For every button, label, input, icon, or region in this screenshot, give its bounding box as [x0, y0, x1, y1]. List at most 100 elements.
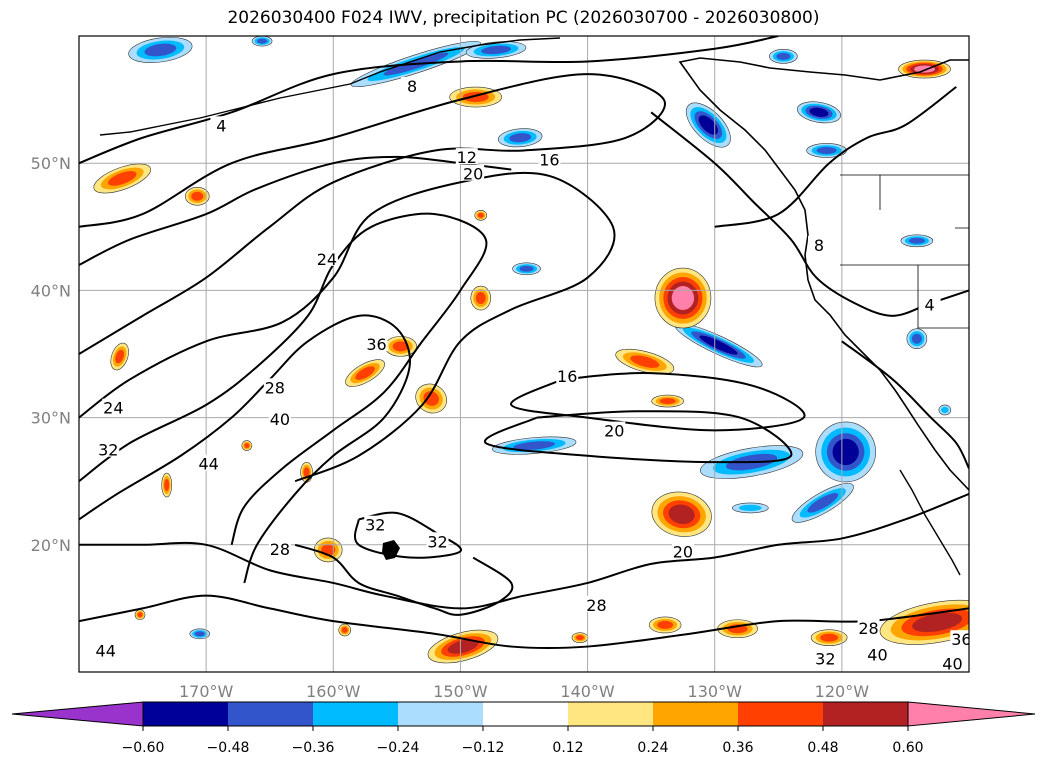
colorbar-segment [653, 702, 738, 726]
precip-patch [134, 609, 146, 621]
precip-level [303, 467, 310, 478]
precip-patch [161, 472, 173, 498]
precip-level [355, 366, 375, 380]
precip-level [137, 612, 143, 618]
precip-patch [791, 482, 854, 523]
colorbar: −0.60 −0.48 −0.36 −0.24 −0.12 0.12 0.24 0.36 0.4… [11, 701, 1036, 756]
colorbar-frame [142, 701, 909, 727]
precip-patch [769, 49, 798, 64]
iwv-contour-line [79, 36, 779, 165]
contour-label-bg [814, 649, 837, 666]
precip-level [816, 146, 837, 154]
precip-level [164, 479, 170, 492]
precip-patch [906, 328, 928, 350]
contour-label-bg [585, 595, 608, 612]
precip-level [108, 171, 137, 186]
contour-label: 24 [103, 399, 123, 418]
precip-patch [938, 404, 952, 416]
colorbar-segment [483, 702, 568, 726]
colorbar-tick-label: −0.48 [207, 740, 250, 756]
contour-label-bg [401, 76, 424, 93]
precip-patch [806, 143, 847, 158]
precip-patch [654, 267, 712, 329]
precip-level [194, 631, 205, 637]
contour-label: 36 [951, 630, 971, 649]
iwv-contour-line [79, 73, 666, 355]
state-borders [840, 174, 969, 329]
precip-patch [313, 537, 343, 563]
precip-level [519, 265, 534, 272]
lon-label: 170°W [179, 682, 234, 701]
precip-level [809, 107, 829, 117]
colorbar-segment [568, 702, 653, 726]
contour-label-bg [603, 421, 626, 438]
graticule [79, 36, 969, 672]
coastline-alaska [99, 37, 561, 136]
contour-label: 32 [365, 516, 385, 535]
lon-label: 120°W [815, 682, 870, 701]
contour-label-bg [556, 366, 579, 383]
contour-label: 16 [539, 151, 559, 170]
precip-patch [384, 336, 417, 357]
contour-label: 12 [457, 148, 477, 167]
lon-label: 160°W [306, 682, 361, 701]
lon-label: 130°W [688, 682, 743, 701]
precip-level [575, 635, 584, 641]
lat-label: 50°N [31, 154, 71, 173]
contour-label-bg [263, 378, 286, 395]
precip-level [908, 237, 925, 244]
colorbar-segment [143, 702, 228, 726]
iwv-contour-line [294, 543, 514, 616]
contour-label: 4 [924, 296, 934, 315]
contour-label: 28 [858, 619, 878, 638]
colorbar-extend-min [11, 701, 144, 727]
contour-label: 40 [942, 654, 962, 673]
lon-label: 140°W [560, 682, 615, 701]
colorbar-segment [313, 702, 398, 726]
precip-patch [796, 101, 842, 124]
iwv-contours [79, 36, 969, 650]
precip-patch [648, 616, 682, 634]
precip-patch [415, 383, 448, 414]
contour-label-bg [102, 398, 125, 415]
iwv-contour-line [484, 410, 793, 464]
precip-level [630, 355, 660, 368]
lat-label: 30°N [31, 409, 71, 428]
precip-patch [345, 359, 385, 387]
iwv-contour-line [510, 371, 806, 432]
contour-label-bg [365, 335, 388, 352]
contour-label-bg [197, 454, 220, 471]
contour-label: 28 [270, 540, 290, 559]
contour-label: 20 [463, 165, 483, 184]
contour-label: 24 [317, 250, 337, 269]
precip-level [257, 38, 268, 44]
precip-level [423, 391, 439, 406]
colorbar-extend-max [907, 701, 1036, 727]
precip-level [447, 639, 479, 654]
colorbar-tick-label: 0.48 [807, 740, 838, 756]
contour-label: 8 [407, 77, 417, 96]
contour-label-bg [426, 532, 449, 549]
colorbar-tick-label: 0.36 [722, 740, 753, 756]
colorbar-segment [228, 702, 313, 726]
precip-level [912, 612, 963, 633]
lon-label: 150°W [433, 682, 488, 701]
precip-level [739, 504, 762, 512]
precip-level [392, 341, 409, 352]
contour-label: 32 [427, 532, 447, 551]
precip-level [820, 633, 839, 642]
colorbar-tick-label: 0.24 [637, 740, 668, 756]
iwv-contour-line [714, 86, 957, 228]
axis-labels: 50°N 40°N 30°N 20°N 170°W 160°W 150°W 140°W 130°… [31, 154, 870, 701]
precip-patch [241, 440, 253, 451]
contour-label-bg [671, 542, 694, 559]
contour-label: 28 [586, 596, 606, 615]
contour-label-bg [918, 295, 941, 312]
iwv-contour-line [79, 171, 616, 483]
precip-patch [815, 421, 876, 483]
contour-label-bg [315, 249, 338, 266]
contour-label-bg [97, 440, 120, 457]
precip-patch [497, 128, 543, 148]
iwv-contour-line [79, 492, 969, 610]
